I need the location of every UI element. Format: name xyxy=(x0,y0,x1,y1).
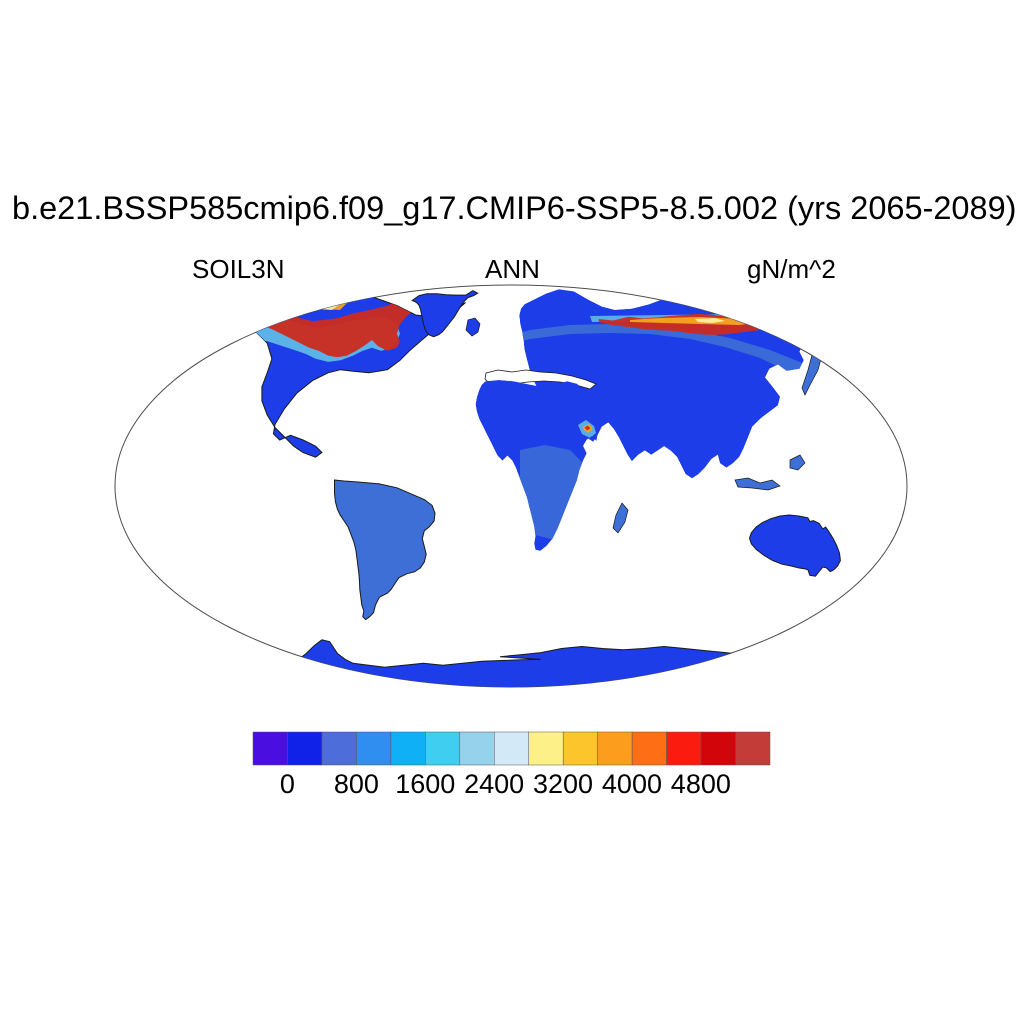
svg-text:4000: 4000 xyxy=(602,769,662,799)
svg-text:4800: 4800 xyxy=(671,769,731,799)
svg-text:3200: 3200 xyxy=(533,769,593,799)
svg-text:0: 0 xyxy=(280,769,295,799)
svg-text:2400: 2400 xyxy=(464,769,524,799)
svg-text:800: 800 xyxy=(334,769,379,799)
svg-text:1600: 1600 xyxy=(395,769,455,799)
